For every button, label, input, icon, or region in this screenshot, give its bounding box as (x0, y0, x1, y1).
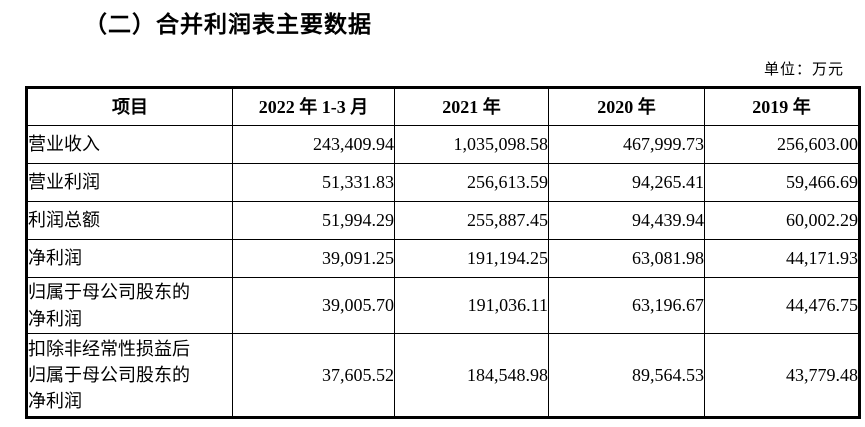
row-item-label: 归属于母公司股东的 净利润 (26, 277, 233, 334)
cell-value: 39,091.25 (232, 239, 395, 278)
table-row: 营业利润 51,331.83 256,613.59 94,265.41 59,4… (26, 163, 860, 202)
cell-value: 191,036.11 (394, 277, 549, 334)
cell-value: 51,994.29 (232, 201, 395, 240)
cell-value: 94,439.94 (548, 201, 705, 240)
cell-value: 43,779.48 (704, 333, 860, 418)
cell-value: 243,409.94 (232, 125, 395, 164)
column-header-2020: 2020 年 (548, 87, 705, 126)
cell-value: 51,331.83 (232, 163, 395, 202)
cell-value: 37,605.52 (232, 333, 395, 418)
table-row: 归属于母公司股东的 净利润 39,005.70 191,036.11 63,19… (26, 277, 860, 334)
cell-value: 184,548.98 (394, 333, 549, 418)
row-item-label: 营业收入 (26, 125, 233, 164)
cell-value: 256,603.00 (704, 125, 860, 164)
table-row: 净利润 39,091.25 191,194.25 63,081.98 44,17… (26, 239, 860, 278)
row-item-label: 利润总额 (26, 201, 233, 240)
cell-value: 63,081.98 (548, 239, 705, 278)
cell-value: 60,002.29 (704, 201, 860, 240)
cell-value: 191,194.25 (394, 239, 549, 278)
table-row: 利润总额 51,994.29 255,887.45 94,439.94 60,0… (26, 201, 860, 240)
row-item-label: 扣除非经常性损益后 归属于母公司股东的 净利润 (26, 333, 233, 418)
column-header-2022q1: 2022 年 1-3 月 (232, 87, 395, 126)
section-title: （二）合并利润表主要数据 (84, 12, 372, 37)
cell-value: 256,613.59 (394, 163, 549, 202)
cell-value: 59,466.69 (704, 163, 860, 202)
column-header-item: 项目 (26, 87, 233, 126)
table-container: 单位：万元 项目 2022 年 1-3 月 2021 年 2020 年 2019… (25, 58, 861, 419)
cell-value: 44,171.93 (704, 239, 860, 278)
cell-value: 89,564.53 (548, 333, 705, 418)
table-row: 营业收入 243,409.94 1,035,098.58 467,999.73 … (26, 125, 860, 164)
cell-value: 1,035,098.58 (394, 125, 549, 164)
income-statement-table: 项目 2022 年 1-3 月 2021 年 2020 年 2019 年 营业收… (25, 86, 861, 419)
row-item-label: 营业利润 (26, 163, 233, 202)
unit-label: 单位：万元 (763, 62, 844, 78)
table-row: 扣除非经常性损益后 归属于母公司股东的 净利润 37,605.52 184,54… (26, 333, 860, 418)
cell-value: 255,887.45 (394, 201, 549, 240)
row-item-label: 净利润 (26, 239, 233, 278)
cell-value: 44,476.75 (704, 277, 860, 334)
cell-value: 63,196.67 (548, 277, 705, 334)
header-row: 项目 2022 年 1-3 月 2021 年 2020 年 2019 年 (26, 87, 860, 126)
cell-value: 94,265.41 (548, 163, 705, 202)
column-header-2021: 2021 年 (394, 87, 549, 126)
cell-value: 467,999.73 (548, 125, 705, 164)
cell-value: 39,005.70 (232, 277, 395, 334)
column-header-2019: 2019 年 (704, 87, 860, 126)
